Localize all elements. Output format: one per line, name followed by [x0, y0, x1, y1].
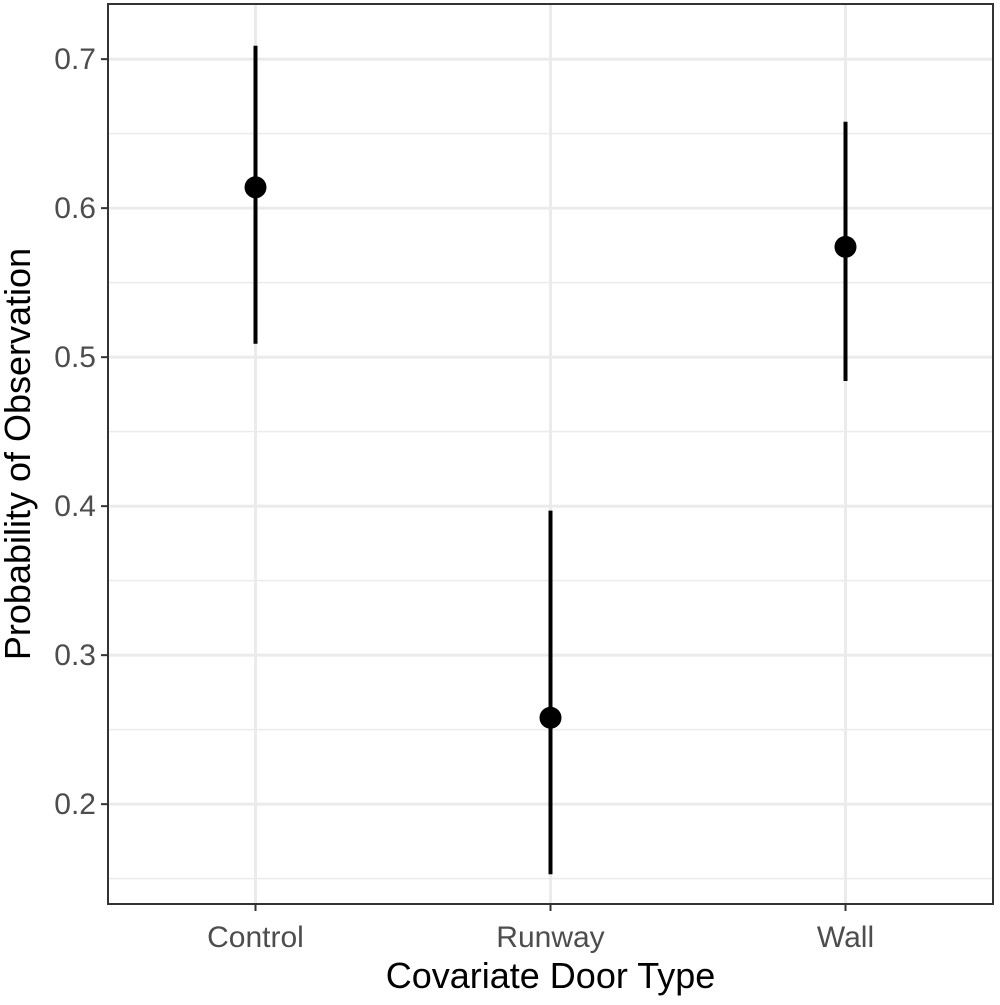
data-point [244, 176, 267, 199]
panel-border [107, 3, 994, 905]
y-tick-label: 0.4 [54, 490, 96, 523]
x-tick-label: Runway [496, 921, 604, 954]
x-tick-labels: Control Runway Wall [207, 921, 874, 954]
y-tick-label: 0.6 [54, 192, 96, 225]
y-tick-label: 0.2 [54, 788, 96, 821]
y-tick-label: 0.5 [54, 341, 96, 374]
data-point [834, 235, 857, 258]
data-marks [244, 45, 857, 875]
y-axis-title: Probability of Observation [0, 248, 38, 660]
y-tick-labels: 0.2 0.3 0.4 0.5 0.6 0.7 [54, 43, 96, 821]
y-tick-label: 0.7 [54, 43, 96, 76]
x-tick-label: Control [207, 921, 304, 954]
y-tick-label: 0.3 [54, 639, 96, 672]
x-tick-label: Wall [817, 921, 874, 954]
axis-ticks [101, 58, 847, 911]
data-point [539, 706, 562, 729]
x-axis-title: Covariate Door Type [386, 955, 716, 996]
